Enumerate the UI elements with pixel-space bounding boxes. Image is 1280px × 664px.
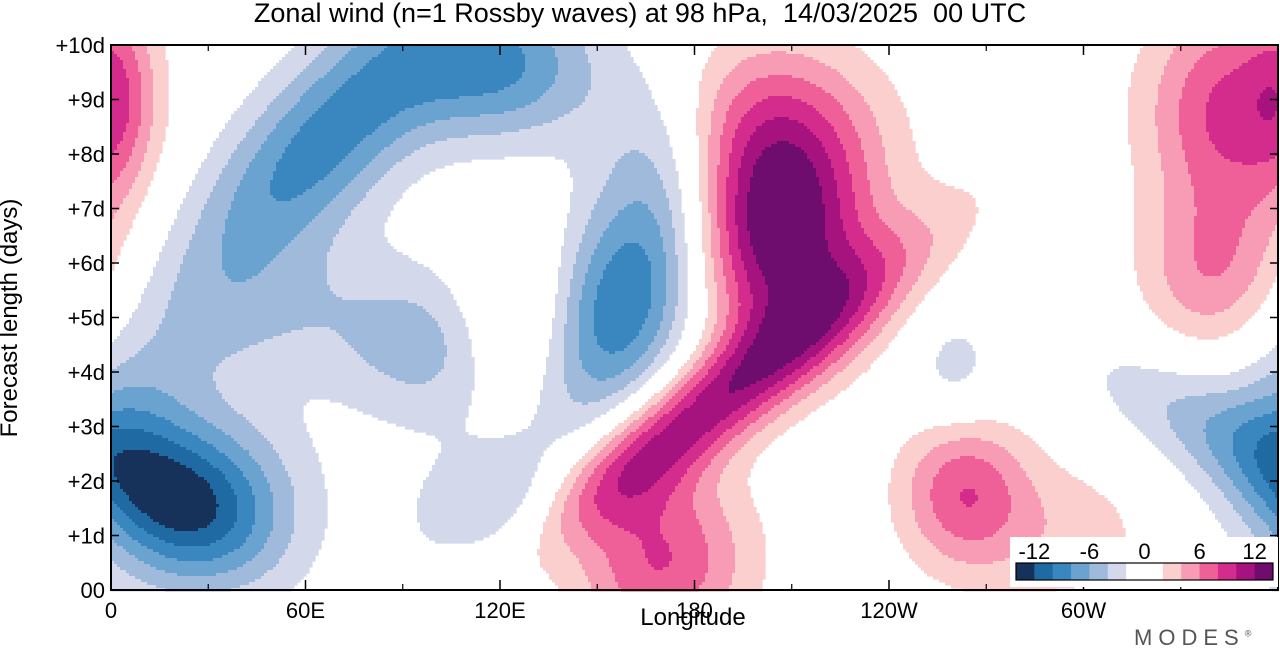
colorbar-swatch-2 xyxy=(1053,563,1072,580)
colorbar-label-2: 0 xyxy=(1138,539,1150,564)
y-tick-label-2: +2d xyxy=(68,469,105,494)
y-tick-label-7: +7d xyxy=(68,197,105,222)
colorbar-label-3: 6 xyxy=(1193,539,1205,564)
colorbar-swatch-3 xyxy=(1071,563,1090,580)
colorbar-swatch-11 xyxy=(1218,563,1237,580)
colorbar-swatch-13 xyxy=(1255,563,1274,580)
wind-field xyxy=(111,45,1279,592)
x-tick-label-5: 60W xyxy=(1061,598,1106,623)
colorbar-swatch-4 xyxy=(1089,563,1108,580)
y-tick-label-1: +1d xyxy=(68,524,105,549)
x-tick-label-1: 60E xyxy=(286,598,325,623)
colorbar-swatch-12 xyxy=(1236,563,1255,580)
y-tick-label-5: +5d xyxy=(68,306,105,331)
colorbar-label-0: -12 xyxy=(1018,539,1050,564)
colorbar-swatch-1 xyxy=(1034,563,1053,580)
colorbar-swatch-0 xyxy=(1016,563,1035,580)
colorbar-swatch-9 xyxy=(1181,563,1200,580)
y-tick-label-10: +10d xyxy=(55,33,105,58)
y-tick-label-9: +9d xyxy=(68,88,105,113)
colorbar-label-4: 12 xyxy=(1242,539,1266,564)
y-tick-label-0: 00 xyxy=(81,578,105,603)
colorbar-swatch-5 xyxy=(1108,563,1127,580)
colorbar-swatch-8 xyxy=(1163,563,1182,580)
colorbar-swatch-6 xyxy=(1126,563,1145,580)
y-tick-label-4: +4d xyxy=(68,360,105,385)
x-tick-label-4: 120W xyxy=(860,598,918,623)
y-tick-label-6: +6d xyxy=(68,251,105,276)
x-tick-label-2: 120E xyxy=(474,598,525,623)
x-tick-label-0: 0 xyxy=(105,598,117,623)
colorbar-label-1: -6 xyxy=(1080,539,1100,564)
y-tick-label-8: +8d xyxy=(68,142,105,167)
colorbar-swatch-7 xyxy=(1145,563,1164,580)
y-tick-label-3: +3d xyxy=(68,415,105,440)
colorbar-swatch-10 xyxy=(1200,563,1219,580)
x-tick-label-3: 180 xyxy=(676,598,713,623)
